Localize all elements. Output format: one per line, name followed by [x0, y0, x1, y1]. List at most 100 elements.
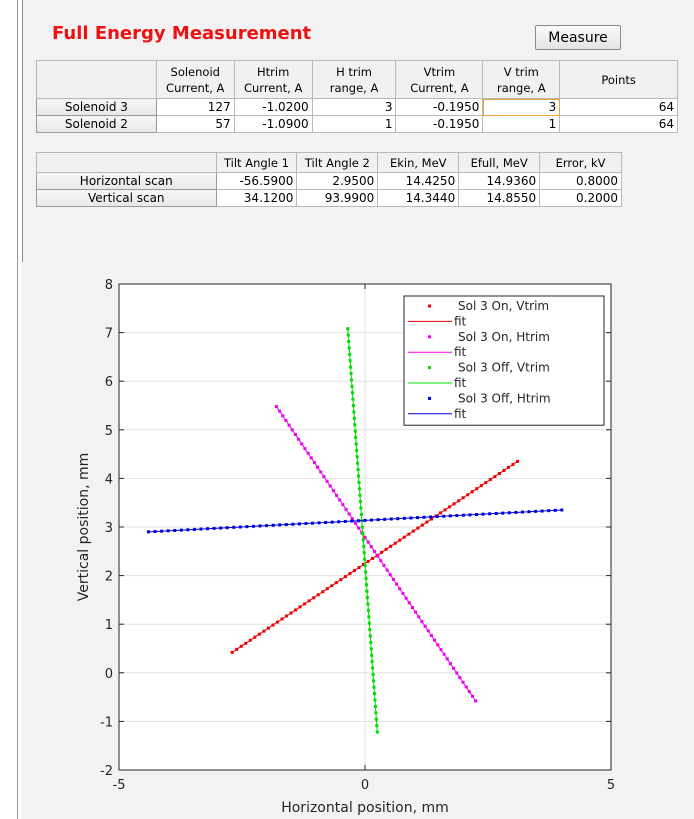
data-point	[278, 523, 282, 527]
legend-label: Sol 3 On, Htrim	[458, 330, 550, 344]
row-header-solenoid-2[interactable]: Solenoid 2	[36, 115, 157, 133]
data-point	[347, 346, 351, 350]
data-point	[373, 698, 377, 702]
y-tick-label: -1	[100, 715, 113, 730]
cell-efull[interactable]: 14.9360	[458, 172, 541, 190]
data-point	[407, 532, 411, 536]
data-point	[429, 634, 433, 638]
data-point	[415, 516, 419, 520]
data-point	[341, 503, 345, 507]
data-point	[293, 433, 297, 437]
data-point	[230, 650, 234, 654]
cell-ekin[interactable]: 14.4250	[377, 172, 460, 190]
cell-efull[interactable]: 14.8550	[458, 189, 541, 207]
row-header-vertical-scan[interactable]: Vertical scan	[36, 189, 217, 207]
data-point	[452, 666, 456, 670]
row-header-solenoid-3[interactable]: Solenoid 3	[36, 98, 157, 116]
data-point	[540, 509, 544, 513]
data-point	[206, 527, 210, 531]
cell-error[interactable]: 0.2000	[539, 189, 622, 207]
cell-vtrim-range[interactable]: 3	[482, 98, 561, 116]
fit-line	[276, 406, 477, 702]
data-point	[212, 526, 216, 530]
data-point	[334, 581, 338, 585]
data-point	[426, 629, 430, 633]
data-point	[368, 634, 372, 638]
data-point	[335, 493, 339, 497]
data-point	[358, 500, 362, 504]
page-title: Full Energy Measurement	[52, 23, 312, 44]
cell-htrim-current[interactable]: -1.0900	[233, 115, 313, 133]
cell-htrim-range[interactable]: 1	[311, 115, 397, 133]
data-point	[371, 666, 375, 670]
cell-tilt-angle-1[interactable]: -56.5900	[215, 172, 298, 190]
data-point	[416, 526, 420, 530]
cell-vtrim-current[interactable]: -0.1950	[395, 98, 484, 116]
cell-tilt-angle-2[interactable]: 2.9500	[296, 172, 379, 190]
data-point	[356, 461, 360, 465]
data-point	[338, 498, 342, 502]
data-point	[366, 540, 370, 544]
col-header-vtrim-range: V trim range, A	[482, 60, 561, 99]
measure-button[interactable]: Measure	[535, 25, 621, 50]
data-point	[370, 653, 374, 657]
legend-marker	[428, 396, 431, 400]
cell-vtrim-current[interactable]: -0.1950	[395, 115, 484, 133]
data-point	[520, 510, 524, 514]
cell-tilt-angle-2[interactable]: 93.9900	[296, 189, 379, 207]
cell-error[interactable]: 0.8000	[539, 172, 622, 190]
data-point	[391, 577, 395, 581]
data-point	[502, 468, 506, 472]
y-tick-label: 0	[105, 667, 113, 682]
data-point	[347, 340, 351, 344]
x-tick-label: 0	[361, 778, 369, 793]
data-point	[439, 648, 443, 652]
cell-solenoid-current[interactable]: 57	[155, 115, 235, 133]
cell-points[interactable]: 64	[559, 98, 678, 116]
data-point	[356, 519, 360, 523]
data-point	[324, 520, 328, 524]
data-point	[363, 557, 367, 561]
row-header-horizontal-scan[interactable]: Horizontal scan	[36, 172, 217, 190]
legend-label: fit	[454, 314, 467, 328]
data-point	[362, 551, 366, 555]
data-point	[423, 624, 427, 628]
data-point	[353, 423, 357, 427]
cell-solenoid-current[interactable]: 127	[155, 98, 235, 116]
data-point	[527, 510, 531, 514]
data-point	[153, 530, 157, 534]
data-point	[365, 596, 369, 600]
data-point	[374, 711, 378, 715]
col-header-error: Error, kV	[539, 152, 622, 173]
data-point	[511, 462, 515, 466]
data-point	[398, 538, 402, 542]
data-point	[356, 468, 360, 472]
col-header-tilt-angle-1: Tilt Angle 1	[215, 152, 298, 173]
legend-label: fit	[454, 376, 467, 390]
cell-htrim-range[interactable]: 3	[311, 98, 397, 116]
data-point	[248, 638, 252, 642]
cell-tilt-angle-1[interactable]: 34.1200	[215, 189, 298, 207]
col-header-efull: Efull, MeV	[458, 152, 541, 173]
data-point	[479, 484, 483, 488]
data-point	[225, 526, 229, 530]
data-point	[514, 510, 518, 514]
cell-htrim-current[interactable]: -1.0200	[233, 98, 313, 116]
data-point	[337, 520, 341, 524]
data-point	[369, 647, 373, 651]
y-axis-label: Vertical position, mm	[76, 453, 92, 601]
y-tick-label: 2	[105, 570, 113, 585]
data-point	[445, 657, 449, 661]
cell-ekin[interactable]: 14.3440	[377, 189, 460, 207]
cell-points[interactable]: 64	[559, 115, 678, 133]
data-point	[173, 528, 177, 532]
data-point	[364, 576, 368, 580]
data-point	[303, 602, 307, 606]
col-header-points: Points	[559, 60, 678, 99]
table-row: Solenoid 3 127 -1.0200 3 -0.1950 3 64	[36, 98, 678, 116]
data-point	[349, 372, 353, 376]
data-point	[304, 522, 308, 526]
data-point	[262, 629, 266, 633]
cell-vtrim-range[interactable]: 1	[482, 115, 561, 133]
